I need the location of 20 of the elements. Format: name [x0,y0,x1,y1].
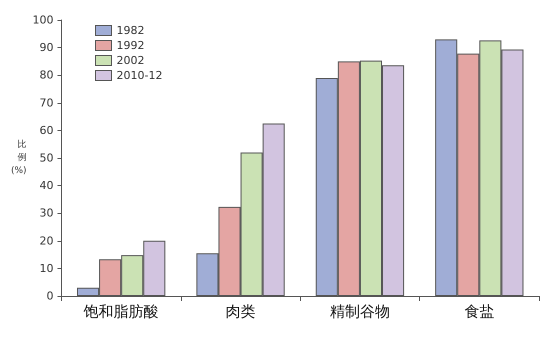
y-axis-title: 比例(%) [10,139,27,176]
y-tick-label: 60 [39,124,54,137]
y-tick-label: 100 [32,14,54,26]
y-tick-label: 70 [39,96,54,110]
legend-label: 2002 [116,54,144,67]
legend-label: 1982 [116,24,144,37]
y-tick-label: 80 [39,68,54,82]
y-tick-label: 90 [39,41,54,54]
x-tick-label: 食盐 [464,302,494,320]
legend-label: 1992 [116,39,144,52]
y-tick-label: 20 [39,234,54,248]
y-tick-label: 10 [39,262,54,275]
x-tick-label: 肉类 [226,302,256,320]
y-tick-label: 40 [39,179,54,192]
legend-label: 2010-12 [116,69,162,82]
y-tick-label: 30 [39,206,54,220]
y-tick-label: 0 [46,290,54,302]
y-tick-label: 50 [39,152,54,164]
x-tick-label: 精制谷物 [330,302,390,320]
x-tick-label: 饱和脂肪酸 [82,302,159,320]
